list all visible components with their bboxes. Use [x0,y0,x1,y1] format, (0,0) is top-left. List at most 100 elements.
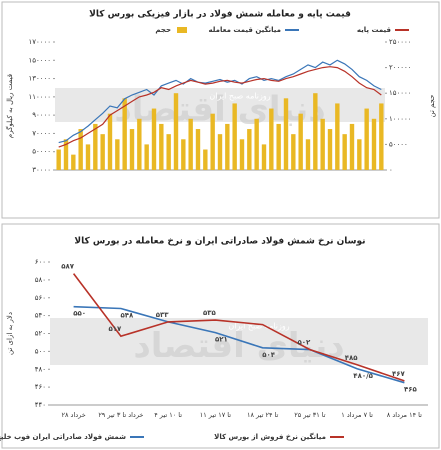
data-label: ۵۵۰ [73,310,86,318]
y-tick-label: ۵۴۰ [35,312,46,320]
legend-label: میانگین قیمت معامله [209,25,281,34]
x-tick-label: ۱۱ تا ۱۷ تیر [200,411,232,419]
y-tick-label: ۵۰۰۰۰ [32,148,51,156]
legend-label: میانگین نرخ فروش از بورس کالا [214,432,326,441]
bar [327,129,333,170]
data-label: ۵۲۱ [215,336,228,344]
y-tick-label: ۹۰۰۰۰ [32,111,51,119]
bar [181,139,186,170]
data-label: ۴۸۰/۵ [353,372,373,380]
bar [159,123,164,170]
bar [269,108,274,170]
bar [115,139,120,170]
bar [93,123,98,170]
legend-label: قیمت پایه [357,26,392,34]
chart-title: نوسان نرخ شمش فولاد صادراتی ایران و نرخ … [74,237,365,247]
bar [210,113,215,170]
bar [283,98,289,170]
data-label: ۴۶۷ [392,370,406,378]
x-tick-label: ۴ تا ۱۰ تیر [154,411,182,419]
bar [357,139,362,170]
y-axis-label: قیمت ریال به کیلوگرم [5,74,14,138]
data-label: ۵۱۷ [108,325,122,333]
legend-label: حجم [155,26,171,34]
y-tick-label: ۵۰۰ [35,347,46,355]
line [58,66,382,148]
y-axis-label: دلار به ازای تن [6,312,14,355]
bar [137,118,142,170]
y-tick-label: ۵۲۰ [35,330,46,338]
bar [254,118,259,170]
bar [305,139,311,170]
legend-label: شمش فولاد صادراتی ایران فوب خلیج فارس [0,433,126,441]
bar [144,144,149,170]
bar [173,93,179,170]
y2-tick-label: ۱۵۰۰۰۰ [389,89,412,97]
watermark-sub: روزنامه صبح ایران [228,322,289,331]
x-tick-label: ۱۸ تا ۲۴ تیر [247,411,279,419]
y-tick-label: ۶۰۰ [35,258,46,266]
bar [225,123,230,170]
y-tick-label: ۵۸۰ [35,276,46,284]
bar [100,134,105,170]
y-tick-label: ۳۰۰۰۰ [32,166,51,174]
y-tick-label: ۴۸۰ [35,365,46,373]
bar [239,139,245,170]
bar [247,129,252,170]
data-label: ۵۳۳ [156,311,170,319]
bar [129,129,135,170]
watermark-sub: روزنامه صبح ایران [209,92,270,101]
bar [63,139,69,170]
bar [371,118,377,170]
data-label: ۵۰۴ [262,351,276,359]
bar [320,118,325,170]
x-tick-label: ۸ تا ۱۴ مرداد [387,411,422,419]
y-tick-label: ۱۱۰۰۰۰ [28,93,51,101]
bar [203,149,208,170]
data-label: ۵۸۷ [61,263,75,271]
bar [342,134,347,170]
y2-tick-label: ۲۰۰۰۰۰ [389,64,412,72]
x-tick-label: ۱ تا ۷ مرداد [341,411,373,419]
bar [71,154,76,170]
bar [335,103,340,170]
y-tick-label: ۱۵۰۰۰۰ [28,56,51,64]
bar [232,103,237,170]
y-tick-label: ۱۳۰۰۰۰ [28,75,51,83]
watermark: دنیای اقتصاد [114,90,325,130]
line [58,59,382,144]
bar [166,134,171,170]
bar [379,103,384,170]
x-tick-label: ۲۸ خرداد [61,411,85,419]
y-tick-label: ۱۷۰۰۰۰ [28,38,51,46]
bar [276,123,281,170]
bar [313,93,318,170]
legend-swatch [177,27,187,33]
bar [217,134,223,170]
y-tick-label: ۵۶۰ [35,294,46,302]
bar [85,144,91,170]
bar [107,113,113,170]
bar [364,108,369,170]
bar [151,108,157,170]
y2-tick-label: ۱۰۰۰۰۰ [389,115,412,123]
line [72,273,405,382]
y2-tick-label: ۲۵۰۰۰۰ [389,38,412,46]
line [73,305,405,384]
bar [349,123,355,170]
y-tick-label: ۴۶۰ [35,383,46,391]
x-tick-label: ۲۹ خرداد تا ۳ تیر [98,411,143,419]
y2-tick-label: ۰ [389,166,393,174]
y-tick-label: ۷۰۰۰۰ [32,129,51,137]
x-tick-label: ۲۵ تا ۳۱ تیر [294,411,326,419]
y2-axis-label: حجم تن [428,94,436,117]
y-tick-label: ۴۴۰ [35,401,46,409]
bar [298,113,303,170]
y2-tick-label: ۵۰۰۰۰ [389,140,408,148]
chart-title: قیمت پایه و معامله شمش فولاد در بازار فی… [89,10,351,20]
bar [188,118,193,170]
bar [195,129,201,170]
bar [56,149,61,170]
data-label: ۵۴۸ [120,311,134,319]
